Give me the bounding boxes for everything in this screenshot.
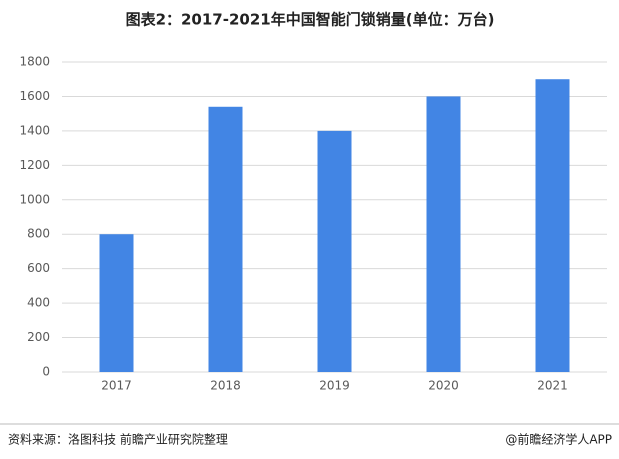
y-tick-label: 1000 [19, 192, 50, 206]
bar [317, 130, 352, 372]
x-tick-label: 2018 [210, 379, 241, 393]
x-tick-label: 2020 [428, 379, 459, 393]
y-tick-label: 600 [27, 261, 50, 275]
y-tick-label: 0 [42, 365, 50, 379]
y-tick-label: 1600 [19, 89, 50, 103]
x-tick-label: 2021 [537, 379, 568, 393]
bar [535, 79, 570, 372]
bar [208, 106, 243, 373]
y-tick-label: 1400 [19, 123, 50, 137]
y-tick-label: 200 [27, 330, 50, 344]
x-tick-label: 2017 [101, 379, 132, 393]
y-tick-label: 1800 [19, 55, 50, 69]
y-tick-label: 400 [27, 296, 50, 310]
bar [99, 234, 134, 372]
source-note: 资料来源：洛图科技 前瞻产业研究院整理 [8, 432, 228, 447]
bar [426, 96, 461, 372]
chart-title: 图表2：2017-2021年中国智能门锁销量(单位：万台) [126, 11, 495, 29]
y-tick-label: 800 [27, 227, 50, 241]
brand-note: @前瞻经济学人APP [505, 432, 612, 447]
x-tick-label: 2019 [319, 379, 350, 393]
y-tick-label: 1200 [19, 158, 50, 172]
